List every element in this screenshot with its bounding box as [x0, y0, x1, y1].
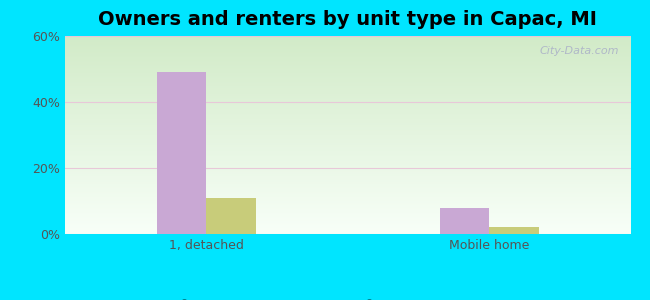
Legend: Owner occupied units, Renter occupied units: Owner occupied units, Renter occupied un… [167, 296, 528, 300]
Title: Owners and renters by unit type in Capac, MI: Owners and renters by unit type in Capac… [98, 10, 597, 29]
Text: City-Data.com: City-Data.com [540, 46, 619, 56]
Bar [207, 198, 256, 234]
Bar [157, 72, 207, 234]
Bar [489, 227, 539, 234]
Bar [439, 208, 489, 234]
